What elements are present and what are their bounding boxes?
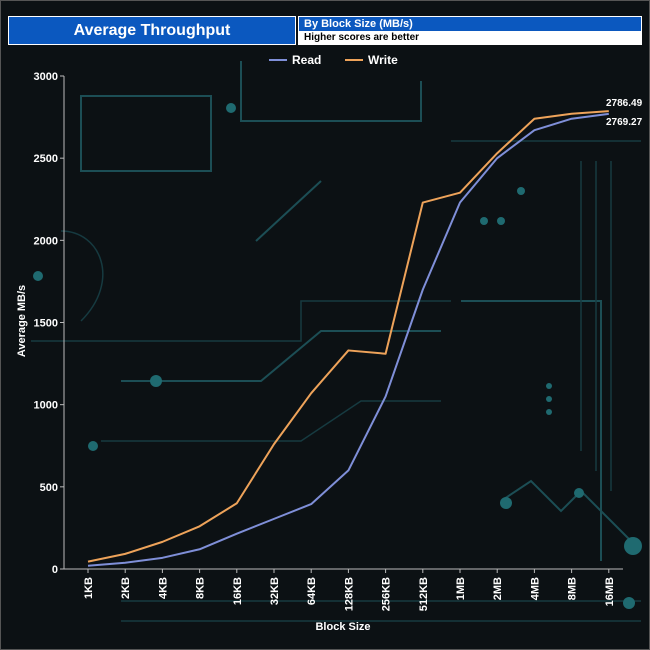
legend: Read Write: [269, 53, 398, 67]
y-tick-label: 2500: [34, 153, 58, 165]
chart-subtitle: By Block Size (MB/s): [299, 17, 641, 31]
legend-write-label: Write: [368, 53, 398, 67]
y-tick-label: 0: [52, 564, 58, 576]
series-line-write: [87, 110, 609, 563]
chart-axes: [63, 76, 623, 570]
x-axis-title: Block Size: [315, 621, 370, 633]
x-tick-label: 256KB: [381, 577, 393, 611]
x-tick-label: 16KB: [232, 577, 244, 605]
y-axis-title: Average MB/s: [16, 285, 28, 357]
x-tick-label: 2MB: [492, 577, 504, 600]
y-tick-label: 2000: [34, 235, 58, 247]
header-title-box: Average Throughput: [8, 16, 296, 45]
x-tick-label: 1MB: [455, 577, 467, 600]
end-label-read: 2769.27: [606, 117, 643, 128]
x-tick-label: 512KB: [418, 577, 430, 611]
y-tick-label: 1000: [34, 400, 58, 412]
header-subtitle-box: By Block Size (MB/s) Higher scores are b…: [298, 16, 642, 45]
series-lines: [87, 110, 609, 567]
x-tick-label: 4KB: [157, 577, 169, 599]
y-tick-label: 500: [40, 482, 58, 494]
end-label-write: 2786.49: [606, 98, 643, 109]
x-tick-label: 1KB: [83, 577, 95, 599]
x-tick-label: 32KB: [269, 577, 281, 605]
x-tick-label: 64KB: [306, 577, 318, 605]
chart-note: Higher scores are better: [299, 31, 641, 44]
y-tick-label: 1500: [34, 318, 58, 330]
x-axis-ticks: 1KB 2KB 4KB 8KB 16KB 32KB 64KB 128KB 256KB 512KB 1…: [83, 569, 616, 611]
x-tick-label: 16MB: [604, 577, 616, 606]
x-tick-label: 8MB: [567, 577, 579, 600]
chart-title: Average Throughput: [73, 21, 231, 39]
y-axis-ticks: 0 500 1000 1500 2000 2500 3000: [34, 71, 64, 576]
x-tick-label: 4MB: [529, 577, 541, 600]
legend-read-label: Read: [292, 53, 321, 67]
x-tick-label: 8KB: [195, 577, 207, 599]
x-tick-label: 128KB: [343, 577, 355, 611]
circuit-background: [31, 61, 642, 622]
y-tick-label: 3000: [34, 71, 58, 83]
x-tick-label: 2KB: [120, 577, 132, 599]
series-line-read: [87, 112, 609, 567]
